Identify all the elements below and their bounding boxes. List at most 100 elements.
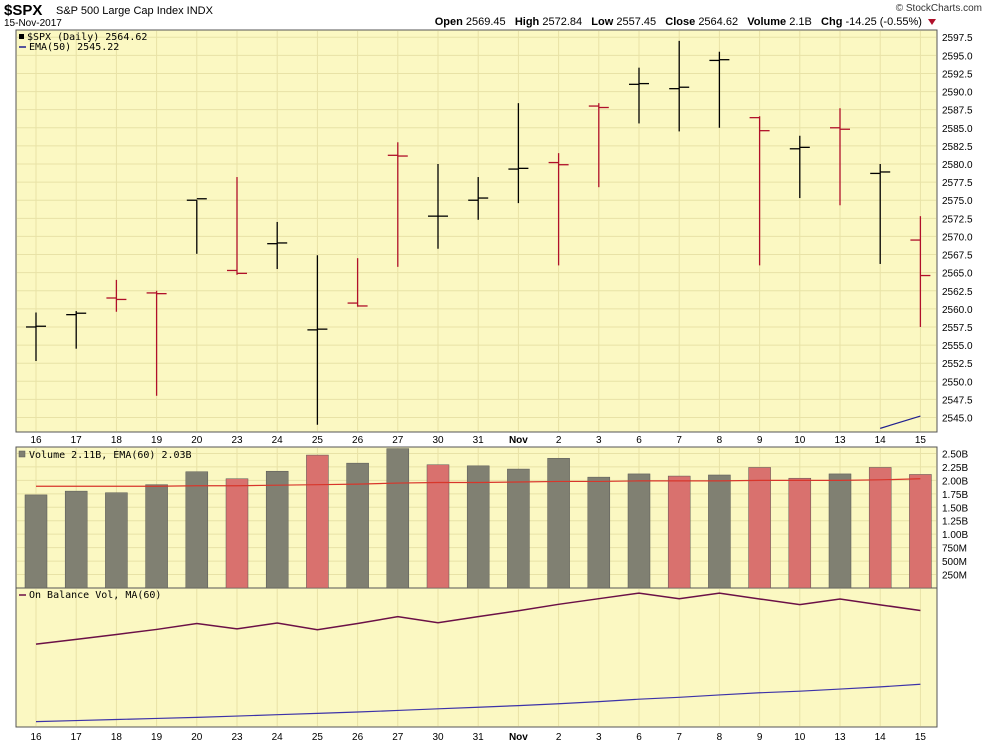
date-tick-label: 6 <box>636 732 642 743</box>
ohlc-bar <box>66 311 87 349</box>
price-tick-label: 2577.5 <box>942 178 973 189</box>
ema-legend: EMA(50) 2545.22 <box>29 42 119 53</box>
volume-bar <box>466 465 490 589</box>
volume-bar <box>788 477 812 589</box>
date-tick-label: 8 <box>717 435 723 446</box>
price-tick-label: 2565.0 <box>942 269 973 280</box>
volume-tick-label: 2.50B <box>942 449 968 460</box>
volume-ema-line <box>36 478 921 487</box>
ohlc-bar <box>146 290 167 396</box>
date-tick-label: 31 <box>473 732 485 743</box>
ema50-line <box>880 415 921 429</box>
volume-label: Volume <box>747 16 787 28</box>
price-tick-label: 2597.5 <box>942 33 973 44</box>
volume-tick-label: 1.25B <box>942 517 968 528</box>
volume-tick-label: 250M <box>942 571 967 582</box>
date-tick-label: 30 <box>432 435 444 446</box>
date-tick-label: 19 <box>151 732 163 743</box>
ohlc-bar <box>267 221 288 270</box>
date-tick-label: 6 <box>636 435 642 446</box>
date-tick-label: 25 <box>312 435 324 446</box>
volume-bar <box>426 464 450 589</box>
ohlc-bar <box>307 255 328 425</box>
volume-value: 2.1B <box>789 16 812 28</box>
volume-bar <box>828 473 852 589</box>
date-tick-label: 17 <box>71 732 83 743</box>
high-label: High <box>514 16 540 28</box>
ohlc-bar <box>347 258 368 307</box>
high-value: 2572.84 <box>542 16 583 28</box>
date-tick-label: 27 <box>392 435 404 446</box>
ohlc-bar <box>508 103 529 204</box>
price-tick-label: 2592.5 <box>942 69 973 80</box>
date-tick-label: Nov <box>509 435 528 446</box>
legend-swatch-price <box>19 34 24 39</box>
close-value: 2564.62 <box>698 16 739 28</box>
price-legend: $SPX (Daily) 2564.62 <box>27 32 147 43</box>
volume-bar <box>265 470 289 589</box>
volume-tick-label: 500M <box>942 557 967 568</box>
date-tick-label: 14 <box>875 732 887 743</box>
ohlc-bar <box>830 108 850 206</box>
price-tick-label: 2580.0 <box>942 160 973 171</box>
volume-bar <box>748 467 771 589</box>
ohlc-bar <box>227 177 247 275</box>
chg-label: Chg <box>821 16 843 28</box>
date-tick-label: 7 <box>676 435 682 446</box>
volume-bar <box>507 468 530 589</box>
price-panel <box>15 29 938 433</box>
date-tick-label: Nov <box>509 732 528 743</box>
date-tick-label: 31 <box>473 435 485 446</box>
price-tick-label: 2572.5 <box>942 214 973 225</box>
volume-bar <box>627 473 651 589</box>
date-tick-label: 16 <box>30 435 42 446</box>
date-tick-label: 14 <box>875 435 887 446</box>
date-tick-label: 3 <box>596 435 602 446</box>
obv-line <box>35 592 921 645</box>
price-tick-label: 2562.5 <box>942 287 973 298</box>
close-label: Close <box>665 16 696 28</box>
ohlc-bar <box>548 153 569 266</box>
date-tick-label: 7 <box>676 732 682 743</box>
price-tick-label: 2557.5 <box>942 323 973 334</box>
date-tick-label: 23 <box>231 732 243 743</box>
obv-ma-line <box>35 683 921 723</box>
ohlc-bar <box>588 103 609 188</box>
volume-bar <box>64 490 88 589</box>
date-tick-label: 9 <box>757 732 763 743</box>
date-tick-label: 10 <box>794 732 806 743</box>
date-tick-label: 30 <box>432 732 444 743</box>
volume-tick-label: 2.00B <box>942 476 968 487</box>
obv-panel <box>15 587 938 728</box>
chart-date: 15-Nov-2017 <box>4 18 62 29</box>
volume-bar <box>708 474 731 589</box>
symbol-title: $SPX <box>4 2 43 19</box>
ohlc-bar <box>629 67 649 124</box>
date-tick-label: 16 <box>30 732 42 743</box>
volume-bar <box>145 484 168 589</box>
ohlc-bar <box>870 164 891 264</box>
volume-bar <box>306 454 329 589</box>
down-arrow-icon <box>928 19 936 26</box>
date-tick-label: 27 <box>392 732 404 743</box>
legend-swatch-volume <box>18 450 26 458</box>
price-tick-label: 2575.0 <box>942 196 973 207</box>
price-tick-label: 2595.0 <box>942 51 973 62</box>
price-tick-label: 2590.0 <box>942 88 973 99</box>
volume-bar <box>868 467 892 589</box>
volume-bar <box>386 448 410 589</box>
date-tick-label: 20 <box>191 435 203 446</box>
date-tick-label: 2 <box>556 435 562 446</box>
date-tick-label: 24 <box>272 732 284 743</box>
chart-header: $SPX S&P 500 Large Cap Index INDX 15-Nov… <box>4 2 986 30</box>
ohlc-bar <box>709 51 730 128</box>
date-tick-label: 10 <box>794 435 806 446</box>
ohlc-bar <box>910 216 931 327</box>
date-tick-label: 26 <box>352 435 364 446</box>
date-tick-label: 18 <box>111 732 123 743</box>
ohlc-bar <box>106 279 127 312</box>
ohlc-bar <box>387 142 408 267</box>
volume-bar <box>346 462 369 589</box>
price-tick-label: 2550.0 <box>942 377 973 388</box>
price-tick-label: 2587.5 <box>942 106 973 117</box>
